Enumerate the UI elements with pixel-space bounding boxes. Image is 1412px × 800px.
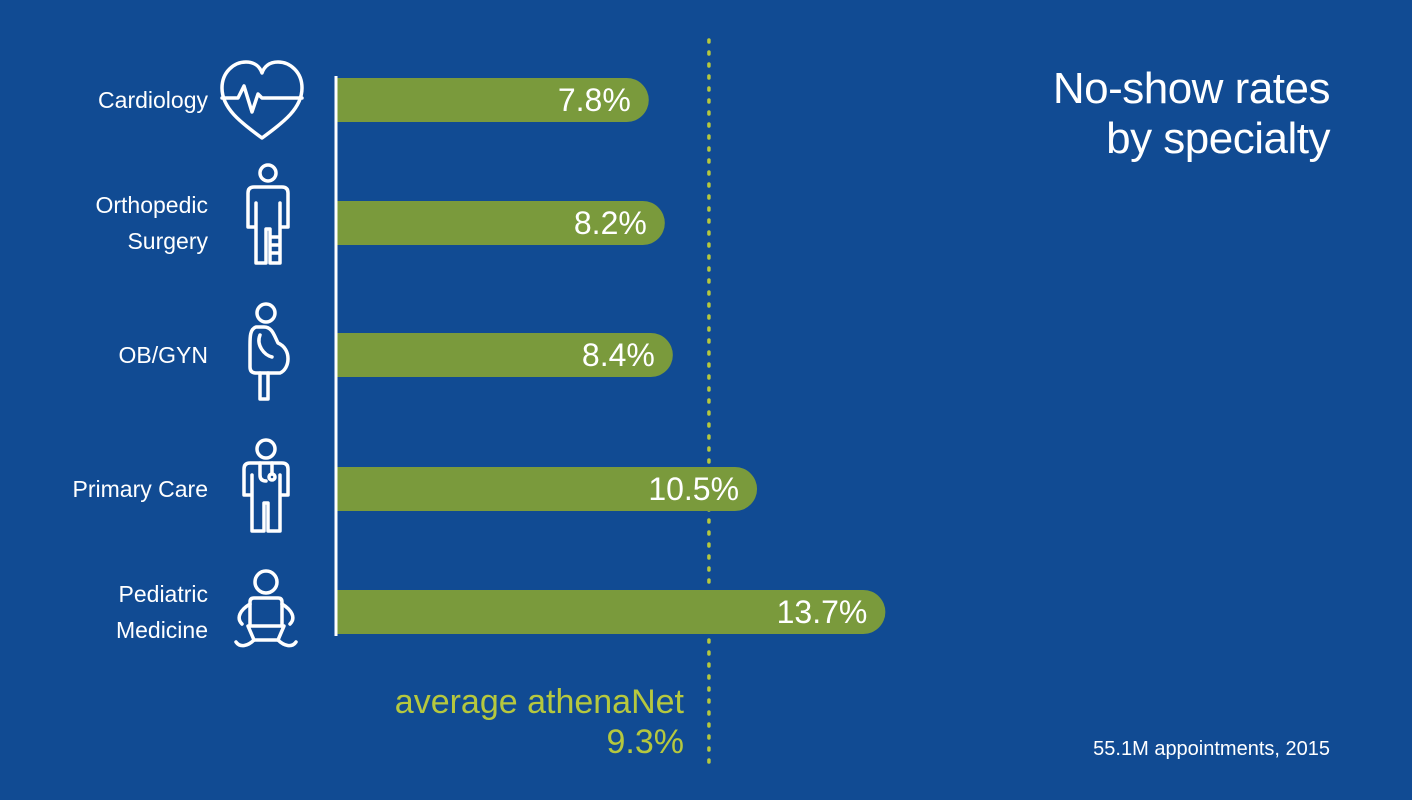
- bar-value-label-4: 10.5%: [648, 471, 739, 507]
- average-label: average athenaNet 9.3%: [395, 682, 684, 762]
- chart-title: No-show rates by specialty: [1052, 64, 1331, 164]
- bar-2: [336, 201, 665, 245]
- average-label-text: average athenaNet: [394, 683, 684, 721]
- pregnant-woman-icon: [248, 302, 290, 401]
- chart-title-line-1: No-show rates: [1052, 64, 1331, 113]
- category-label-2-line-2: Surgery: [127, 228, 208, 254]
- bar-value-label-1: 7.8%: [558, 82, 631, 118]
- person-with-cast-icon: [246, 163, 290, 265]
- bar-value-label-3: 8.4%: [582, 337, 655, 373]
- footnote: 55.1M appointments, 2015: [1093, 738, 1330, 760]
- bar-value-label-2: 8.2%: [574, 205, 647, 241]
- category-label-5-line-1: Pediatric: [119, 581, 208, 607]
- average-label-value: 9.3%: [606, 723, 685, 761]
- category-label-1: Cardiology: [98, 87, 208, 113]
- category-label-5-line-2: Medicine: [116, 617, 208, 643]
- bar-5: [336, 590, 886, 634]
- bar-1: [336, 78, 649, 122]
- baby-icon: [234, 569, 298, 648]
- category-label-3: OB/GYN: [119, 342, 208, 368]
- bar-value-label-5: 13.7%: [777, 594, 868, 630]
- bar-3: [336, 333, 673, 377]
- chart-title-line-2: by specialty: [1106, 114, 1330, 163]
- category-label-2-line-1: Orthopedic: [95, 192, 208, 218]
- bar-4: [336, 467, 758, 511]
- doctor-icon: [242, 438, 290, 533]
- category-label-4: Primary Care: [73, 476, 208, 502]
- heart-pulse-icon: [220, 60, 304, 140]
